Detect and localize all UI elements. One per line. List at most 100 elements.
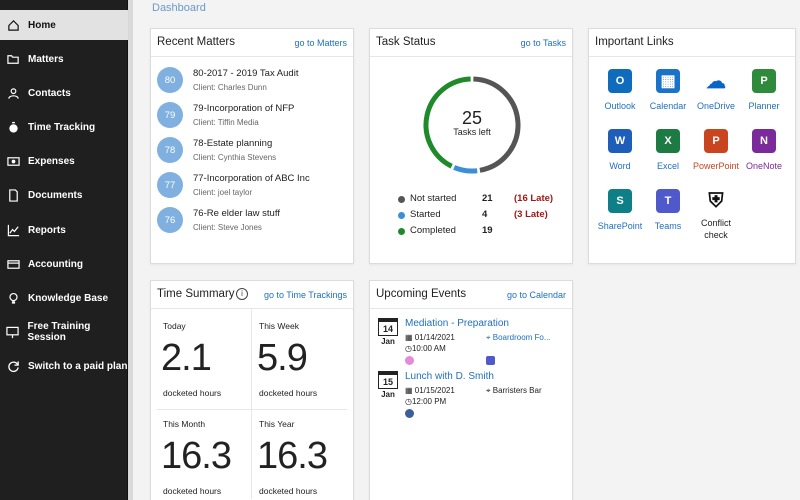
excel-link[interactable]: X Excel: [638, 129, 698, 171]
go-to-matters-link[interactable]: go to Matters: [294, 38, 347, 48]
go-to-calendar-link[interactable]: go to Calendar: [506, 290, 566, 300]
breadcrumb[interactable]: Dashboard: [152, 2, 206, 14]
card-divider: [151, 56, 353, 57]
time-cell-this-month: This Month 16.3 docketed hours: [161, 419, 257, 500]
hours-value: 5.9: [257, 337, 308, 379]
time-period-label: This Month: [163, 419, 206, 429]
sidebar-item-label: Switch to a paid plan: [28, 360, 128, 372]
event-month: Jan: [381, 337, 395, 346]
donut-segment-completed: [423, 76, 471, 169]
matter-number-badge: 76: [157, 207, 183, 233]
stopwatch-icon: [6, 120, 20, 134]
shield-lock-link[interactable]: ⛨ Conflict check: [686, 189, 746, 241]
attendee-avatar: [405, 409, 414, 418]
matter-title[interactable]: 80-2017 - 2019 Tax Audit: [193, 68, 299, 79]
sharepoint-link[interactable]: S SharePoint: [590, 189, 650, 231]
time-cell-this-year: This Year 16.3 docketed hours: [257, 419, 353, 500]
calendar-link[interactable]: ▦ Calendar: [638, 69, 698, 111]
sidebar-item-label: Accounting: [28, 258, 83, 270]
app-label: Word: [609, 161, 631, 171]
sidebar-item-accounting[interactable]: Accounting: [0, 249, 128, 279]
shield-lock-icon: ⛨: [704, 189, 728, 213]
donut-segment-not-started: [473, 76, 521, 173]
hours-value: 2.1: [161, 337, 212, 379]
document-icon: [6, 188, 20, 202]
planner-link[interactable]: P Planner: [734, 69, 794, 111]
outlook-link[interactable]: O Outlook: [590, 69, 650, 111]
onenote-link[interactable]: N OneNote: [734, 129, 794, 171]
sidebar-item-label: Time Tracking: [28, 121, 96, 133]
app-label: Excel: [656, 161, 679, 171]
matter-title[interactable]: 77-Incorporation of ABC Inc: [193, 173, 310, 184]
status-dot: [398, 212, 405, 219]
sidebar-item-time-tracking[interactable]: Time Tracking: [0, 112, 128, 142]
chart-icon: [6, 223, 20, 237]
hours-unit: docketed hours: [163, 388, 222, 398]
matter-title[interactable]: 76-Re elder law stuff: [193, 208, 280, 219]
matter-number-badge: 80: [157, 67, 183, 93]
powerpoint-icon: P: [704, 129, 728, 153]
onenote-icon: N: [752, 129, 776, 153]
time-period-label: This Week: [259, 321, 299, 331]
tasks-left-count: 25: [461, 108, 483, 128]
powerpoint-link[interactable]: P PowerPoint: [686, 129, 746, 171]
event-location[interactable]: ⌖ Boardroom Fo...: [486, 333, 551, 342]
matter-number-badge: 78: [157, 137, 183, 163]
money-icon: [6, 154, 20, 168]
matter-client: Client: Cynthia Stevens: [193, 153, 277, 162]
matter-row[interactable]: 79 79-Incorporation of NFP Client: Tiffin …: [157, 100, 347, 134]
sidebar-item-label: Expenses: [28, 155, 75, 167]
matter-row[interactable]: 76 76-Re elder law stuff Client: Steve Jon…: [157, 205, 347, 239]
time-summary-card: Time Summary i go to Time Trackings Toda…: [150, 280, 354, 500]
time-period-label: This Year: [259, 419, 295, 429]
matter-row[interactable]: 78 78-Estate planning Client: Cynthia Stev…: [157, 135, 347, 169]
sidebar-item-switch-to-a-paid-plan[interactable]: Switch to a paid plan: [0, 351, 128, 381]
go-to-time-trackings-link[interactable]: go to Time Trackings: [263, 290, 347, 300]
status-late: (3 Late): [514, 209, 548, 220]
card-divider: [151, 308, 353, 309]
sidebar-item-reports[interactable]: Reports: [0, 215, 128, 245]
sidebar-item-label: Home: [28, 19, 56, 31]
sidebar-item-free-training-session[interactable]: Free Training Session: [0, 317, 128, 347]
bulb-icon: [6, 291, 20, 305]
sidebar-item-expenses[interactable]: Expenses: [0, 146, 128, 176]
excel-icon: X: [656, 129, 680, 153]
sidebar: Home Matters Contacts Time Tracking Expenses…: [0, 0, 128, 500]
event-month: Jan: [381, 390, 395, 399]
onedrive-link[interactable]: ☁ OneDrive: [686, 69, 746, 111]
matter-client: Client: Steve Jones: [193, 223, 262, 232]
sidebar-item-home[interactable]: Home: [0, 10, 128, 40]
task-status-card: Task Status go to Tasks 25 Tasks left No…: [369, 28, 573, 264]
go-to-tasks-link[interactable]: go to Tasks: [520, 38, 566, 48]
app-label: OneNote: [745, 161, 783, 171]
sidebar-item-documents[interactable]: Documents: [0, 180, 128, 210]
sidebar-item-label: Free Training Session: [27, 321, 91, 343]
time-cell-this-week: This Week 5.9 docketed hours: [257, 321, 353, 417]
teams-link[interactable]: T Teams: [638, 189, 698, 231]
event-title[interactable]: Lunch with D. Smith: [405, 371, 494, 382]
sidebar-item-contacts[interactable]: Contacts: [0, 78, 128, 108]
time-cell-today: Today 2.1 docketed hours: [161, 321, 257, 417]
event-item[interactable]: 14 Jan Mediation - Preparation ▦ 01/14/2021…: [378, 318, 568, 370]
event-title[interactable]: Mediation - Preparation: [405, 318, 509, 329]
event-date: ▦ 01/15/2021: [405, 386, 455, 395]
card-icon: [6, 257, 20, 271]
matter-title[interactable]: 79-Incorporation of NFP: [193, 103, 295, 114]
sidebar-item-label: Contacts: [28, 87, 71, 99]
sidebar-item-knowledge-base[interactable]: Knowledge Base: [0, 283, 128, 313]
matter-row[interactable]: 80 80-2017 - 2019 Tax Audit Client: Charle…: [157, 65, 347, 99]
info-icon[interactable]: i: [236, 288, 248, 300]
sidebar-item-matters[interactable]: Matters: [0, 44, 128, 74]
sidebar-item-label: Reports: [28, 224, 66, 236]
matter-client: Client: Charles Dunn: [193, 83, 267, 92]
event-item[interactable]: 15 Jan Lunch with D. Smith ▦ 01/15/2021 ⌖ Ba…: [378, 371, 568, 423]
hours-unit: docketed hours: [259, 486, 318, 496]
hours-value: 16.3: [161, 435, 232, 477]
important-links-card: Important Links O Outlook ▦ Calendar ☁ OneDri…: [588, 28, 796, 264]
teams-icon[interactable]: [486, 356, 495, 365]
matter-title[interactable]: 78-Estate planning: [193, 138, 273, 149]
word-link[interactable]: W Word: [590, 129, 650, 171]
card-divider: [370, 308, 572, 309]
matter-number-badge: 79: [157, 102, 183, 128]
matter-row[interactable]: 77 77-Incorporation of ABC Inc Client: joe…: [157, 170, 347, 204]
